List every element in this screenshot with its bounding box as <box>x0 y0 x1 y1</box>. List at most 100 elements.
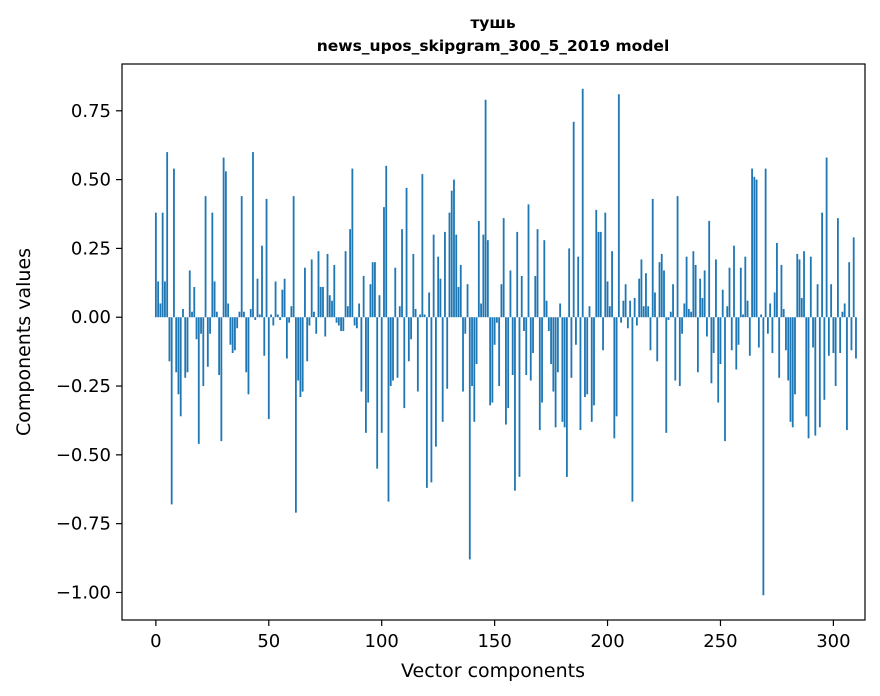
bar <box>651 198 654 318</box>
bar <box>692 251 695 318</box>
bar <box>405 187 408 318</box>
bar <box>766 317 769 334</box>
bar <box>477 220 480 318</box>
bar <box>491 317 494 403</box>
bar <box>419 314 422 318</box>
bar <box>324 317 327 337</box>
bar <box>263 317 266 356</box>
bar <box>617 94 620 318</box>
bar <box>755 179 758 318</box>
bar <box>660 253 663 318</box>
bar <box>206 317 209 367</box>
bar <box>527 204 530 318</box>
bar <box>437 256 440 318</box>
bar <box>850 317 853 351</box>
bar <box>362 275 365 318</box>
bar <box>744 256 747 318</box>
bar <box>195 317 198 340</box>
bar <box>441 317 444 422</box>
bar <box>712 317 715 354</box>
bar <box>575 317 577 345</box>
bar <box>839 317 842 354</box>
bar <box>726 306 729 318</box>
bar <box>701 297 704 318</box>
bar <box>245 317 248 373</box>
bar <box>231 317 234 354</box>
bar <box>159 303 162 318</box>
bar <box>240 196 243 318</box>
bar <box>543 240 546 318</box>
bar <box>229 317 232 345</box>
bar <box>699 278 702 318</box>
bar <box>238 311 241 318</box>
bar <box>620 317 622 323</box>
bar <box>215 311 218 318</box>
bar <box>776 242 778 318</box>
bar <box>730 317 733 351</box>
bar <box>715 259 717 318</box>
bar <box>498 317 501 387</box>
bar <box>224 171 227 318</box>
bar <box>681 317 683 334</box>
bar <box>516 231 519 318</box>
bar <box>764 168 767 318</box>
bar <box>509 270 512 318</box>
bar <box>175 317 178 373</box>
bar <box>462 317 464 392</box>
bar <box>534 275 537 318</box>
bar <box>640 259 643 318</box>
bar <box>827 317 830 356</box>
bar <box>746 300 749 318</box>
bar <box>322 286 324 318</box>
bar <box>486 240 489 318</box>
bar <box>290 306 293 318</box>
bar <box>394 267 397 318</box>
bar <box>733 245 735 318</box>
bar <box>193 286 196 318</box>
bar <box>389 317 392 387</box>
bar <box>374 262 376 318</box>
bar <box>818 317 821 428</box>
bar <box>473 317 476 422</box>
bar <box>157 281 160 318</box>
bar <box>613 317 616 439</box>
bar <box>812 317 814 348</box>
bar <box>213 281 216 318</box>
bar <box>385 165 388 318</box>
bar <box>760 314 763 318</box>
bar <box>800 297 803 318</box>
bar <box>439 278 442 318</box>
bar <box>570 317 573 378</box>
bar <box>782 308 785 318</box>
bar <box>177 317 180 395</box>
bar <box>683 303 686 318</box>
bar <box>626 317 629 329</box>
bar <box>403 317 406 409</box>
bar <box>696 317 699 373</box>
bar <box>333 264 336 318</box>
bar <box>796 253 799 318</box>
y-tick-label: −0.25 <box>56 376 111 397</box>
bar <box>308 317 311 326</box>
bar <box>459 264 462 318</box>
bar <box>706 317 708 337</box>
y-axis: −1.00 −0.75 −0.50 −0.25 0.00 0.25 0.50 0.75 <box>56 101 122 603</box>
bar <box>346 306 349 318</box>
bar <box>615 317 618 417</box>
bar <box>387 317 390 502</box>
bar <box>703 270 706 318</box>
bar <box>532 317 534 354</box>
bar <box>674 317 677 381</box>
bar <box>383 207 385 318</box>
bar <box>565 317 568 477</box>
bar <box>410 317 412 340</box>
bar <box>306 317 309 362</box>
bar <box>319 286 322 318</box>
bar <box>561 317 564 422</box>
bar <box>525 317 528 376</box>
bar <box>218 317 221 376</box>
bar <box>538 317 541 431</box>
bar <box>200 317 202 334</box>
bar <box>855 317 857 359</box>
